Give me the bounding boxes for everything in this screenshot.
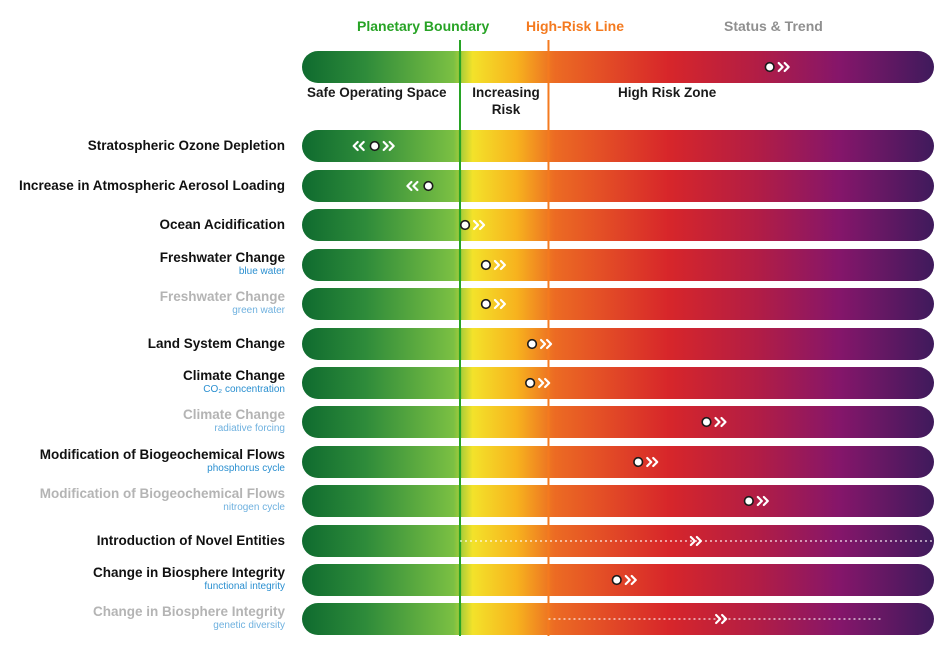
trend-increasing-icon [756,495,769,507]
trend-increasing-icon [689,535,702,547]
row-subtitle: phosphorus cycle [207,463,285,474]
row-title: Change in Biosphere Integrity [92,565,285,580]
row-title: Ocean Acidification [159,217,285,232]
row-bar [302,446,934,478]
planetary-boundary-header: Planetary Boundary [357,18,490,34]
gradient-bar [302,288,934,320]
status-dot [526,338,538,350]
gradient-bar [302,525,934,557]
trend-increasing-icon [472,219,486,231]
row-label: Freshwater Change green water [160,289,285,317]
row-label: Modification of Biogeochemical Flows nitr… [40,486,285,514]
row-bar [302,603,934,635]
row-title: Change in Biosphere Integrity [92,604,285,619]
row-label: Modification of Biogeochemical Flows phos… [40,447,285,475]
row-title: Freshwater Change [159,250,285,265]
status-dot [633,456,644,468]
row-subtitle: nitrogen cycle [223,502,285,513]
row-label: Change in Biosphere Integrity genetic div… [93,604,285,632]
zone-label-high: High Risk Zone [618,85,717,100]
gradient-bar [302,51,934,83]
status-trend-header: Status & Trend [724,18,823,34]
row-subtitle: CO₂ concentration [203,384,285,395]
trend-increasing-icon [646,456,659,468]
trend-decreasing-icon [406,180,419,192]
status-dot [369,140,380,152]
gradient-bar [302,209,934,241]
trend-increasing-icon [715,613,728,625]
gradient-bar [302,130,934,162]
row-bar [302,367,934,399]
row-title: Introduction of Novel Entities [96,533,285,548]
gradient-bar [302,328,934,360]
row-label: Increase in Atmospheric Aerosol Loading [19,178,285,194]
status-dot [525,377,536,389]
status-dot [764,61,775,73]
status-dot [480,298,492,310]
row-bar [302,288,934,320]
trend-decreasing-icon [352,140,365,152]
gradient-bar [302,406,934,438]
row-bar [302,485,934,517]
row-title: Stratospheric Ozone Depletion [87,138,285,153]
row-title: Modification of Biogeochemical Flows [39,447,285,462]
row-subtitle: functional integrity [204,581,285,592]
row-label: Stratospheric Ozone Depletion [88,138,285,154]
trend-increasing-icon [624,574,637,586]
row-subtitle: green water [232,305,285,316]
row-bar [302,170,934,202]
legend-bar [302,51,934,83]
trend-increasing-icon [493,298,507,310]
row-bar [302,406,934,438]
row-title: Climate Change [182,368,285,383]
row-subtitle: radiative forcing [214,423,285,434]
high-risk-line-header: High-Risk Line [526,18,625,34]
status-dot [480,259,492,271]
row-label: Climate Change radiative forcing [183,407,285,435]
row-bar [302,209,934,241]
gradient-bar [302,249,934,281]
row-label: Climate Change CO₂ concentration [183,368,285,396]
row-subtitle: genetic diversity [213,620,285,631]
zone-label-safe: Safe Operating Space [307,85,447,100]
row-title: Land System Change [147,336,285,351]
row-bar [302,564,934,596]
status-dot [423,180,434,192]
row-label: Ocean Acidification [159,217,285,233]
trend-increasing-icon [493,259,507,271]
status-dot [743,495,754,507]
trend-increasing-icon [538,377,551,389]
row-label: Introduction of Novel Entities [97,533,285,549]
row-bar [302,328,934,360]
zone-label-increasing: Increasing Risk [472,85,540,117]
gradient-bar [302,485,934,517]
row-bar [302,249,934,281]
row-title: Freshwater Change [159,289,285,304]
trend-increasing-icon [382,140,395,152]
gradient-bar [302,367,934,399]
trend-increasing-icon [777,61,790,73]
trend-increasing-icon [539,338,553,350]
row-label: Freshwater Change blue water [160,250,285,278]
trend-increasing-icon [714,416,727,428]
row-title: Modification of Biogeochemical Flows [39,486,285,501]
status-dot [459,219,471,231]
status-dot [611,574,622,586]
row-title: Climate Change [182,407,285,422]
row-subtitle: blue water [238,266,285,277]
status-dot [701,416,712,428]
row-bar [302,525,934,557]
gradient-bar [302,170,934,202]
row-title: Increase in Atmospheric Aerosol Loading [18,178,285,193]
row-label: Land System Change [148,336,285,352]
row-bar [302,130,934,162]
row-label: Change in Biosphere Integrity functional … [93,565,285,593]
gradient-bar [302,446,934,478]
